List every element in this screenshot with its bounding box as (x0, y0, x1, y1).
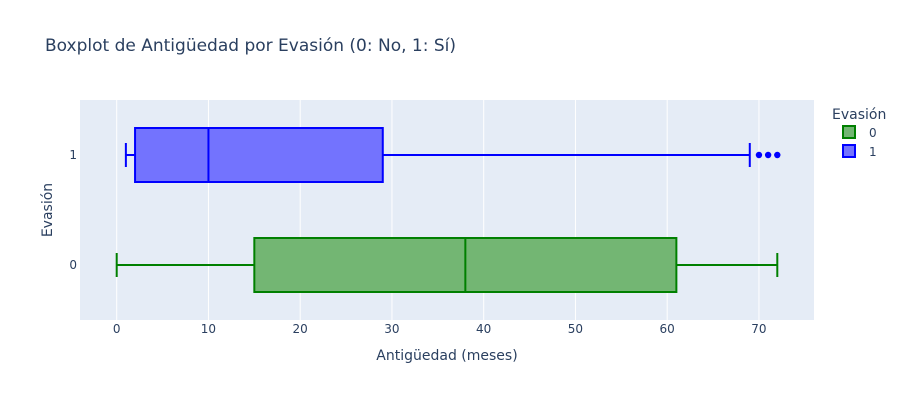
x-tick-label: 60 (660, 322, 675, 336)
y-tick-label: 1 (69, 148, 77, 162)
x-tick-label: 20 (293, 322, 308, 336)
y-tick-labels: 01 (69, 148, 77, 272)
chart-title: Boxplot de Antigüedad por Evasión (0: No… (45, 36, 456, 56)
box-iqr (134, 127, 384, 183)
legend-label: 0 (869, 126, 877, 140)
x-tick-label: 10 (201, 322, 216, 336)
legend-swatch (842, 144, 856, 158)
x-tick-label: 50 (568, 322, 583, 336)
y-tick-label: 0 (69, 258, 77, 272)
legend-label: 1 (869, 145, 877, 159)
x-tick-label: 0 (113, 322, 121, 336)
x-tick-label: 70 (751, 322, 766, 336)
x-tick-label: 40 (476, 322, 491, 336)
legend-item-0[interactable]: 0 (842, 125, 877, 140)
x-axis-label: Antigüedad (meses) (376, 348, 517, 364)
box-series-0[interactable] (115, 237, 779, 293)
y-axis-label: Evasión (40, 183, 56, 237)
legend-swatch (842, 125, 856, 139)
legend-title: Evasión (832, 107, 886, 123)
legend-item-1[interactable]: 1 (842, 144, 877, 159)
x-tick-label: 30 (384, 322, 399, 336)
x-tick-labels: 0 10 20 30 40 50 60 70 (113, 322, 767, 336)
outlier-point[interactable] (774, 151, 781, 159)
legend[interactable]: Evasión 0 1 (832, 107, 886, 159)
boxes (115, 127, 781, 293)
outlier-point[interactable] (764, 151, 772, 159)
box-series-1[interactable] (124, 127, 781, 183)
outlier-point[interactable] (755, 151, 763, 159)
